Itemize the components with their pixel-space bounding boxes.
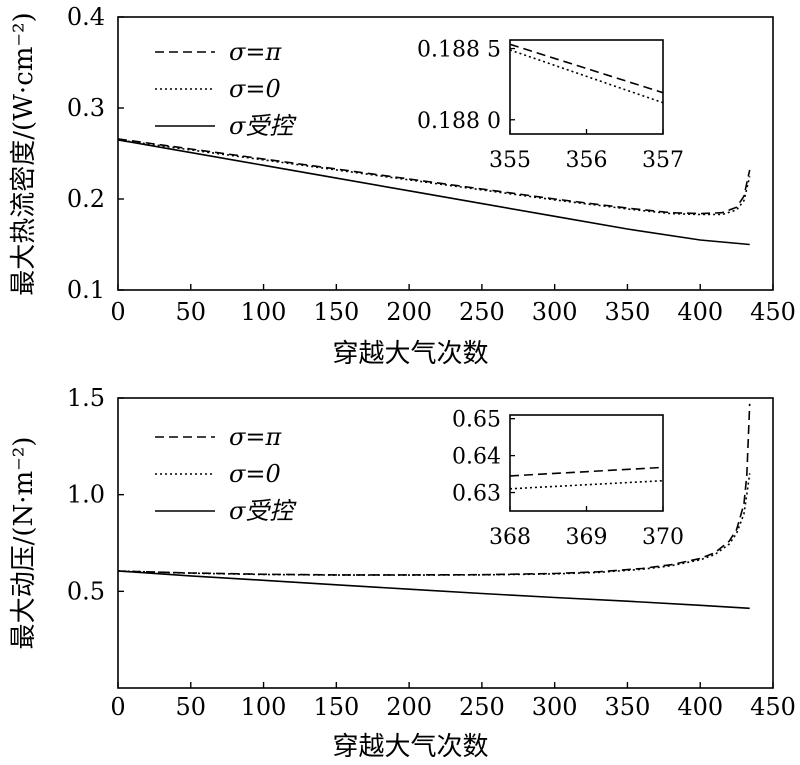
y-tick-label: 1.5 bbox=[67, 384, 105, 412]
legend-label-sigma-controlled: σ受控 bbox=[229, 112, 297, 140]
y-tick-label: 0.2 bbox=[67, 185, 105, 213]
x-tick-label: 450 bbox=[750, 298, 796, 326]
dynamic-pressure-chart: 0 50 100 150 200 250 300 350 400 450 0.5 1.0 1.5 穿越大气… bbox=[9, 384, 796, 762]
y-tick-label: 0.3 bbox=[67, 94, 105, 122]
x-tick-label: 150 bbox=[313, 298, 359, 326]
inset-series-line-dashed bbox=[509, 466, 664, 477]
x-axis-label: 穿越大气次数 bbox=[332, 339, 488, 369]
inset-frame bbox=[509, 39, 664, 135]
inset-series-line-dotted bbox=[509, 49, 664, 104]
legend-label-sigma-zero: σ=0 bbox=[229, 460, 281, 488]
series-line-sigma-zero bbox=[117, 139, 751, 216]
x-tick-label: 100 bbox=[241, 298, 287, 326]
inset-y-tick-label: 0.64 bbox=[452, 445, 501, 470]
inset-frame bbox=[509, 414, 664, 512]
inset-chart: 368 369 370 0.63 0.64 0.65 bbox=[452, 408, 684, 550]
series-line-sigma-zero bbox=[117, 473, 751, 576]
x-tick-label: 350 bbox=[605, 298, 651, 326]
x-tick-label: 50 bbox=[176, 298, 207, 326]
inset-y-tick-label: 0.188 0 bbox=[417, 109, 501, 134]
x-tick-label: 300 bbox=[532, 693, 578, 721]
inset-series-line-dotted bbox=[509, 479, 664, 490]
x-tick-label: 400 bbox=[677, 298, 723, 326]
y-tick-label: 1.0 bbox=[67, 481, 105, 509]
x-tick-label: 250 bbox=[459, 693, 505, 721]
x-axis-label: 穿越大气次数 bbox=[332, 732, 488, 762]
y-tick-label: 0.1 bbox=[67, 276, 105, 304]
inset-y-tick-label: 0.63 bbox=[452, 482, 501, 507]
inset-x-tick-label: 368 bbox=[489, 525, 531, 550]
x-tick-label: 450 bbox=[750, 693, 796, 721]
y-axis-label: 最大热流密度/(W·cm⁻²) bbox=[9, 12, 39, 295]
legend-label-sigma-controlled: σ受控 bbox=[229, 497, 297, 525]
series-line-sigma-controlled bbox=[117, 139, 750, 246]
x-tick-label: 0 bbox=[110, 693, 125, 721]
x-tick-label: 400 bbox=[677, 693, 723, 721]
x-tick-label: 300 bbox=[532, 298, 578, 326]
x-tick-label: 50 bbox=[176, 693, 207, 721]
x-tick-label: 200 bbox=[386, 298, 432, 326]
y-axis-label: 最大动压/(N·m⁻²) bbox=[9, 437, 39, 650]
legend-label-sigma-zero: σ=0 bbox=[229, 75, 281, 103]
heat-flux-chart: 0 50 100 150 200 250 300 350 400 450 0.1 0.2 0.3 0.4 穿… bbox=[9, 3, 796, 369]
y-tick-label: 0.5 bbox=[67, 577, 105, 605]
inset-chart: 355 356 357 0.188 0 0.188 5 bbox=[417, 38, 684, 173]
x-tick-label: 150 bbox=[313, 693, 359, 721]
plot-frame bbox=[117, 397, 774, 689]
inset-x-tick-label: 355 bbox=[489, 148, 531, 173]
y-tick-label: 0.4 bbox=[67, 3, 105, 31]
inset-x-tick-label: 370 bbox=[642, 525, 684, 550]
inset-x-tick-label: 369 bbox=[566, 525, 608, 550]
legend-label-sigma-pi: σ=π bbox=[229, 423, 282, 451]
plot-frame bbox=[117, 16, 774, 291]
inset-y-tick-label: 0.65 bbox=[452, 408, 501, 433]
x-tick-label: 250 bbox=[459, 298, 505, 326]
inset-x-tick-label: 356 bbox=[566, 148, 608, 173]
inset-y-tick-label: 0.188 5 bbox=[417, 38, 501, 63]
series-line-sigma-pi bbox=[117, 138, 751, 215]
x-tick-label: 200 bbox=[386, 693, 432, 721]
series-line-sigma-pi bbox=[117, 403, 751, 576]
x-tick-label: 350 bbox=[605, 693, 651, 721]
legend-label-sigma-pi: σ=π bbox=[229, 38, 282, 66]
inset-series-line-dashed bbox=[509, 43, 664, 94]
x-tick-label: 0 bbox=[110, 298, 125, 326]
inset-x-tick-label: 357 bbox=[642, 148, 684, 173]
x-tick-label: 100 bbox=[241, 693, 287, 721]
series-line-sigma-controlled bbox=[117, 570, 750, 610]
